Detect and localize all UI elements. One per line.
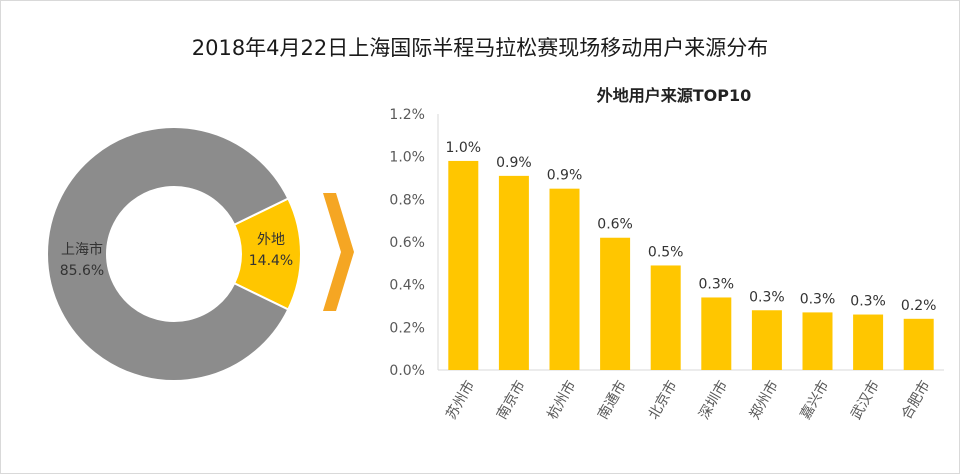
donut-label-name: 外地	[257, 232, 285, 248]
bar	[701, 297, 732, 370]
y-tick-label: 0.2%	[389, 320, 425, 336]
bar-data-label: 0.3%	[800, 291, 836, 307]
y-tick-label: 0.0%	[389, 363, 425, 379]
bar	[853, 314, 884, 370]
y-tick-label: 0.6%	[389, 235, 425, 251]
y-tick-label: 1.2%	[389, 107, 425, 123]
bar	[498, 175, 529, 370]
bar-data-label: 0.3%	[699, 276, 735, 292]
x-tick-label: 苏州市	[443, 378, 479, 423]
donut-label-value: 85.6%	[60, 263, 104, 279]
bar-data-label: 0.5%	[648, 244, 684, 260]
y-tick-label: 0.8%	[389, 192, 425, 208]
x-tick-label: 武汉市	[847, 378, 883, 423]
bar-data-label: 0.3%	[749, 289, 785, 305]
bar	[600, 237, 631, 370]
bar-data-label: 0.9%	[547, 168, 583, 184]
bar-data-label: 0.2%	[901, 298, 937, 314]
bar-data-label: 0.3%	[850, 294, 886, 310]
x-tick-label: 合肥市	[898, 378, 934, 423]
bar	[751, 310, 782, 370]
bar	[549, 188, 580, 370]
x-tick-label: 深圳市	[696, 378, 732, 423]
x-tick-label: 南京市	[493, 378, 529, 423]
bar	[802, 312, 833, 370]
x-tick-label: 郑州市	[746, 378, 782, 423]
bar-data-label: 1.0%	[446, 140, 482, 156]
bar	[903, 318, 934, 370]
x-tick-label: 杭州市	[544, 378, 580, 423]
donut-label-name: 上海市	[61, 241, 103, 258]
x-tick-label: 南通市	[594, 378, 630, 423]
bar-data-label: 0.6%	[597, 217, 633, 233]
y-tick-label: 0.4%	[389, 278, 425, 294]
x-tick-label: 北京市	[645, 378, 681, 423]
donut-label-value: 14.4%	[249, 253, 293, 269]
x-tick-label: 嘉兴市	[797, 378, 833, 423]
y-tick-label: 1.0%	[389, 150, 425, 166]
chart-title: 2018年4月22日上海国际半程马拉松赛现场移动用户来源分布	[191, 36, 769, 60]
bar-chart-title: 外地用户来源TOP10	[596, 86, 752, 105]
bar	[448, 160, 479, 370]
bar-data-label: 0.9%	[496, 155, 532, 171]
bar	[650, 265, 681, 370]
donut-slice-0	[46, 126, 290, 382]
chevron-arrow-icon	[323, 193, 354, 311]
